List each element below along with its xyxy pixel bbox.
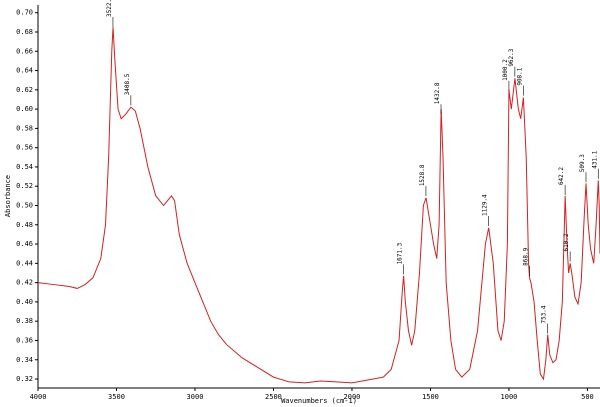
y-tick-label: 0.32 <box>16 375 33 383</box>
y-tick-label: 0.54 <box>16 163 33 171</box>
y-axis-label: Absorbance <box>4 175 12 217</box>
y-tick-label: 0.62 <box>16 86 33 94</box>
peak-label: 1528.8 <box>419 164 426 186</box>
spectrum-line <box>37 27 600 384</box>
x-tick-label: 2500 <box>265 393 282 401</box>
x-tick-label: 3000 <box>187 393 204 401</box>
y-tick-label: 0.38 <box>16 317 33 325</box>
peak-label: 1129.4 <box>482 194 489 216</box>
x-tick-label: 1000 <box>501 393 518 401</box>
y-tick-label: 0.48 <box>16 221 33 229</box>
y-tick-label: 0.60 <box>16 105 33 113</box>
y-tick-label: 0.56 <box>16 144 33 152</box>
y-tick-label: 0.40 <box>16 298 33 306</box>
peak-label: 610.2 <box>563 233 570 251</box>
peak-label: 642.2 <box>558 167 565 185</box>
y-tick-label: 0.34 <box>16 356 33 364</box>
y-tick-label: 0.46 <box>16 240 33 248</box>
peak-label: 1000.2 <box>502 59 509 81</box>
x-axis-label: Wavenumbers (cm-1) <box>281 397 357 405</box>
peak-label: 509.3 <box>579 154 586 172</box>
y-tick-label: 0.50 <box>16 202 33 210</box>
y-tick-label: 0.70 <box>16 9 33 17</box>
peak-label: 3408.5 <box>124 73 131 95</box>
peak-label: 1671.3 <box>397 242 404 264</box>
y-tick-label: 0.64 <box>16 67 33 75</box>
x-tick-label: 2000 <box>344 393 361 401</box>
peak-label: 753.4 <box>541 305 548 323</box>
peak-label: 962.3 <box>508 48 515 66</box>
y-tick-label: 0.52 <box>16 182 33 190</box>
y-tick-label: 0.58 <box>16 124 33 132</box>
peak-label: 908.1 <box>516 67 523 85</box>
x-tick-label: 1500 <box>422 393 439 401</box>
peak-label: 431.1 <box>591 150 598 168</box>
y-tick-label: 0.66 <box>16 47 33 55</box>
y-tick-label: 0.42 <box>16 279 33 287</box>
peak-label: 1432.8 <box>434 82 441 104</box>
x-tick-label: 500 <box>581 393 594 401</box>
y-tick-label: 0.44 <box>16 259 33 267</box>
peak-label: 868.9 <box>523 247 530 265</box>
peak-label: 3522.6 <box>106 0 113 17</box>
y-tick-label: 0.68 <box>16 28 33 36</box>
x-tick-label: 3500 <box>108 393 125 401</box>
y-tick-label: 0.36 <box>16 336 33 344</box>
x-tick-label: 4000 <box>30 393 47 401</box>
